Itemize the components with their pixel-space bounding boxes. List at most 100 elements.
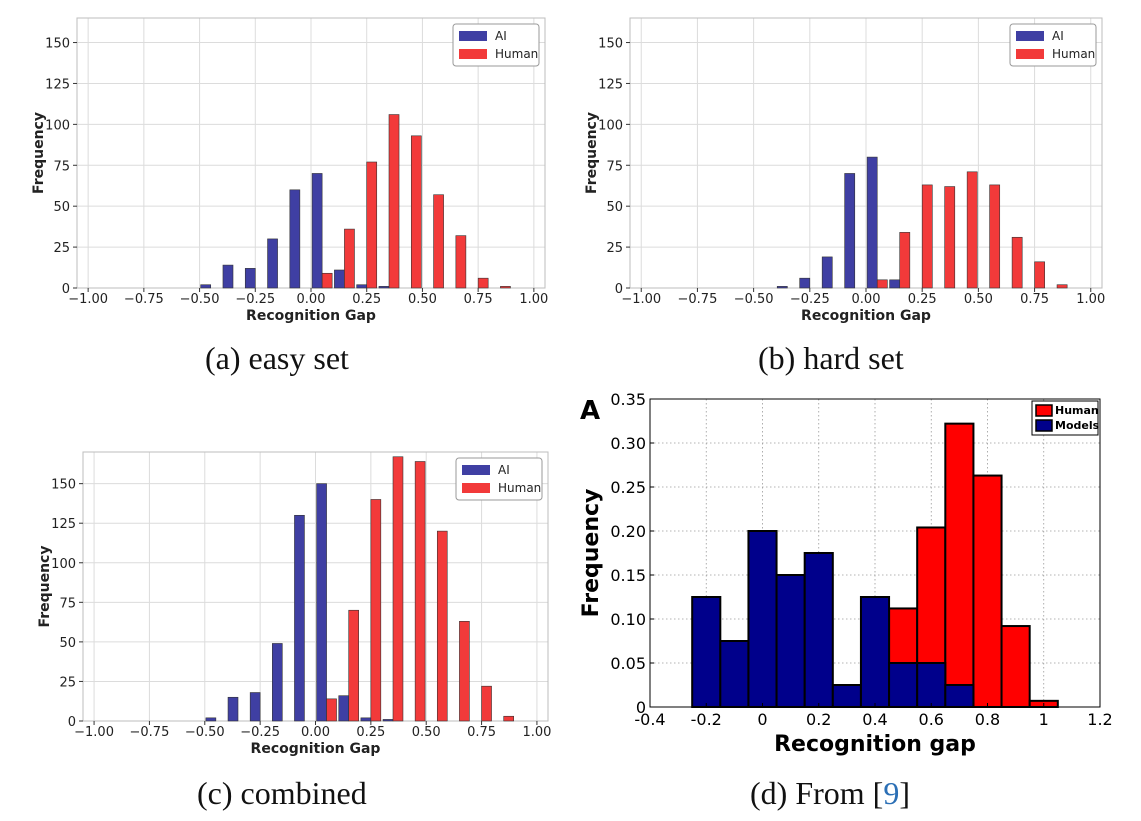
x-tick-label: 0.00	[301, 725, 330, 740]
bar-ai	[289, 189, 301, 289]
y-tick-label: 0	[615, 282, 623, 297]
legend-label-human: Human	[495, 47, 538, 61]
bar-ai	[334, 269, 345, 289]
bar-ai	[844, 173, 856, 289]
y-tick-label: 150	[45, 37, 70, 52]
bar-ai	[866, 156, 878, 289]
panel-a: −1.00 −0.75 −0.50 −0.25 0.00 0.25 0.50 0.75 1.00…	[0, 0, 570, 395]
x-tick-label: −0.75	[124, 292, 164, 307]
y-tick-label: 100	[51, 557, 76, 572]
x-tick-label: 1.2	[1087, 710, 1112, 729]
y-tick-label: 25	[606, 241, 623, 256]
bar-models	[831, 684, 862, 708]
y-tick-label: 150	[51, 478, 76, 493]
x-tick-label: 1.00	[522, 725, 551, 740]
y-tick-label: 0.30	[610, 434, 646, 453]
bar-ai	[889, 279, 901, 289]
x-tick-label: 1	[1039, 710, 1049, 729]
bar-ai	[821, 256, 833, 289]
bar-models	[944, 684, 975, 708]
bar-human	[500, 286, 511, 289]
caption-a: (a) easy set	[205, 340, 349, 376]
x-tick-label: 0.4	[862, 710, 887, 729]
x-tick-label: 0.75	[1020, 292, 1049, 307]
x-axis-label: Recognition gap	[774, 732, 976, 757]
x-tick-label: −0.25	[235, 292, 275, 307]
x-axis-label: Recognition Gap	[251, 741, 381, 757]
x-tick-label: −0.50	[180, 292, 220, 307]
bar-human	[876, 279, 888, 289]
bar-models	[719, 640, 750, 708]
bar-ai	[356, 284, 368, 289]
x-tick-label: −0.25	[790, 292, 830, 307]
x-tick-label: -0.4	[634, 710, 665, 729]
legend-swatch-human	[462, 483, 490, 493]
bar-human	[503, 715, 514, 722]
x-tick-label: 0.25	[356, 725, 385, 740]
bar-ai	[316, 483, 327, 722]
y-axis-label: Frequency	[579, 489, 604, 618]
legend-swatch-human	[1016, 49, 1044, 59]
bar-human	[989, 184, 1001, 289]
bar-human	[972, 474, 1003, 708]
bar-human	[344, 228, 355, 289]
bar-ai	[338, 695, 350, 722]
y-tick-label: 25	[53, 241, 70, 256]
panel-c: −1.00 −0.75 −0.50 −0.25 0.00 0.25 0.50 0.75 1.00…	[0, 430, 570, 821]
histogram-easy-set: −1.00 −0.75 −0.50 −0.25 0.00 0.25 0.50 0.75 1.00…	[31, 17, 548, 324]
x-tick-label: 0.25	[908, 292, 937, 307]
bar-human	[966, 171, 978, 289]
bar-human	[481, 685, 492, 722]
bar-human	[944, 186, 956, 289]
x-tick-label: 0.50	[412, 725, 441, 740]
bar-human	[433, 194, 444, 289]
x-tick-label: −0.75	[130, 725, 170, 740]
y-tick-label: 50	[59, 636, 76, 651]
bar-human	[921, 184, 933, 289]
y-tick-label: 100	[45, 118, 70, 133]
legend-swatch-ai	[1016, 31, 1044, 41]
panel-letter: A	[580, 396, 600, 426]
x-tick-label: -0.2	[691, 710, 722, 729]
y-tick-label: 0	[62, 282, 70, 297]
histogram-hard-set: −1.00 −0.75 −0.50 −0.25 0.00 0.25 0.50 0.75 1.00…	[584, 17, 1105, 324]
legend-swatch-models	[1035, 419, 1053, 432]
legend-label-ai: AI	[1052, 29, 1064, 43]
bar-ai	[200, 284, 212, 289]
y-tick-label: 25	[59, 675, 76, 690]
caption-c: (c) combined	[197, 775, 367, 811]
y-tick-label: 0.05	[610, 654, 646, 673]
bar-models	[775, 574, 806, 708]
x-tick-label: −1.00	[68, 292, 108, 307]
bar-ai	[227, 696, 239, 722]
bar-ai	[382, 719, 394, 722]
y-tick-label: 100	[598, 118, 623, 133]
y-tick-label: 125	[598, 77, 623, 92]
y-tick-label: 0.10	[610, 610, 646, 629]
bar-human	[370, 499, 382, 722]
y-axis-label: Frequency	[37, 546, 53, 628]
bar-human	[455, 235, 467, 289]
caption-b: (b) hard set	[758, 340, 904, 376]
bar-human	[321, 272, 333, 289]
y-tick-label: 0	[68, 715, 76, 730]
bar-ai	[267, 238, 278, 289]
legend-swatch-human	[459, 49, 487, 59]
citation-link[interactable]: 9	[883, 775, 900, 811]
bar-models	[803, 552, 834, 708]
histogram-combined: −1.00 −0.75 −0.50 −0.25 0.00 0.25 0.50 0.75 1.00…	[37, 451, 551, 757]
x-tick-label: 0.00	[297, 292, 326, 307]
y-tick-label: 75	[606, 159, 623, 174]
bar-human	[436, 530, 448, 722]
x-tick-label: −1.00	[74, 725, 114, 740]
x-tick-label: 0.50	[964, 292, 993, 307]
x-tick-label: −0.75	[678, 292, 718, 307]
x-tick-label: 0.50	[408, 292, 437, 307]
panel-b: −1.00 −0.75 −0.50 −0.25 0.00 0.25 0.50 0.75 1.00…	[570, 0, 1141, 395]
legend-label-human: Human	[1055, 404, 1099, 417]
legend-label-human: Human	[498, 481, 541, 495]
x-tick-label: 1.00	[519, 292, 548, 307]
y-axis-label: Frequency	[584, 112, 600, 194]
y-tick-label: 0.15	[610, 566, 646, 585]
x-tick-label: 1.00	[1076, 292, 1105, 307]
